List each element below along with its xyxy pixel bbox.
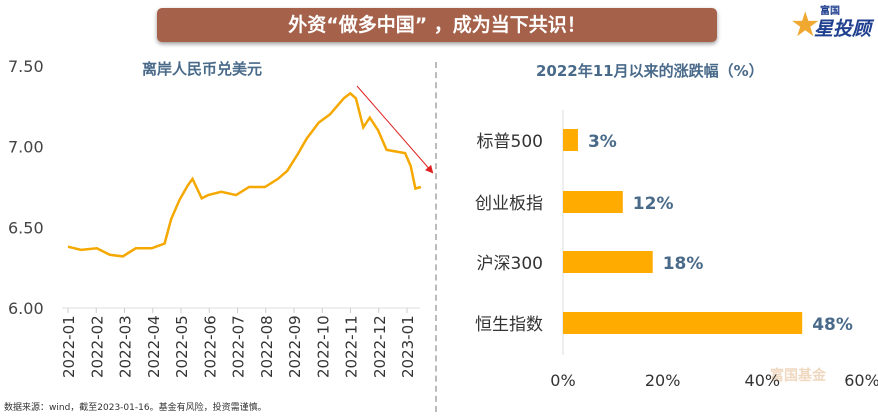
x-tick-label: 2022-05: [173, 315, 191, 378]
bar-x-tick-label: 20%: [645, 371, 681, 390]
bar: [563, 251, 653, 273]
logo: ★ 富国 星投顾: [784, 2, 874, 42]
x-tick-label: 2022-02: [88, 315, 106, 378]
bar-x-tick-label: 40%: [745, 371, 781, 390]
x-tick-label: 2022-01: [60, 315, 78, 378]
logo-big: 星投顾: [814, 18, 872, 40]
source-note: 数据来源：wind，截至2023-01-16。基金有风险，投资需谨慎。: [4, 403, 267, 413]
bar-category-label: 沪深300: [477, 254, 543, 274]
trend-arrow: [356, 85, 434, 174]
bar-category-label: 创业板指: [475, 194, 543, 214]
logo-small: 富国: [820, 6, 840, 17]
headline-banner: 外资“做多中国” ，成为当下共识！: [157, 8, 717, 42]
x-tick-label: 2022-06: [201, 315, 219, 378]
y-tick-label: 7.50: [8, 57, 44, 76]
watermark: 富国基金: [770, 368, 826, 384]
bar-value-label: 48%: [812, 315, 853, 335]
x-tick-label: 2022-09: [286, 315, 304, 378]
bar-chart-title: 2022年11月以来的涨跌幅（%）: [536, 62, 764, 80]
bar: [563, 312, 803, 334]
x-tick-label: 2022-12: [371, 315, 389, 378]
y-tick-label: 7.00: [8, 138, 44, 157]
line-chart-title: 离岸人民币兑美元: [142, 60, 263, 78]
bar: [563, 191, 623, 213]
x-tick-label: 2022-08: [258, 315, 276, 378]
bar: [563, 129, 578, 151]
bar-x-tick-label: 60%: [844, 371, 878, 390]
x-tick-label: 2022-04: [145, 315, 163, 378]
bar-x-tick-label: 0%: [550, 371, 575, 390]
divider: [435, 62, 437, 412]
x-tick-label: 2023-01: [399, 315, 417, 378]
x-tick-label: 2022-07: [230, 315, 248, 378]
x-tick-label: 2022-11: [343, 315, 361, 378]
bar-value-label: 3%: [588, 132, 617, 152]
bar-value-label: 18%: [663, 254, 704, 274]
bar-category-label: 恒生指数: [475, 315, 543, 335]
cnh-series-line: [67, 91, 422, 258]
bar-category-label: 标普500: [477, 132, 543, 152]
y-tick-label: 6.50: [8, 218, 44, 237]
x-tick-label: 2022-10: [314, 315, 332, 378]
y-tick-label: 6.00: [8, 299, 44, 318]
x-tick-label: 2022-03: [117, 315, 135, 378]
bar-value-label: 12%: [633, 194, 674, 214]
headline: 外资“做多中国” ，成为当下共识！: [288, 14, 586, 36]
star-icon: ★: [790, 5, 821, 45]
